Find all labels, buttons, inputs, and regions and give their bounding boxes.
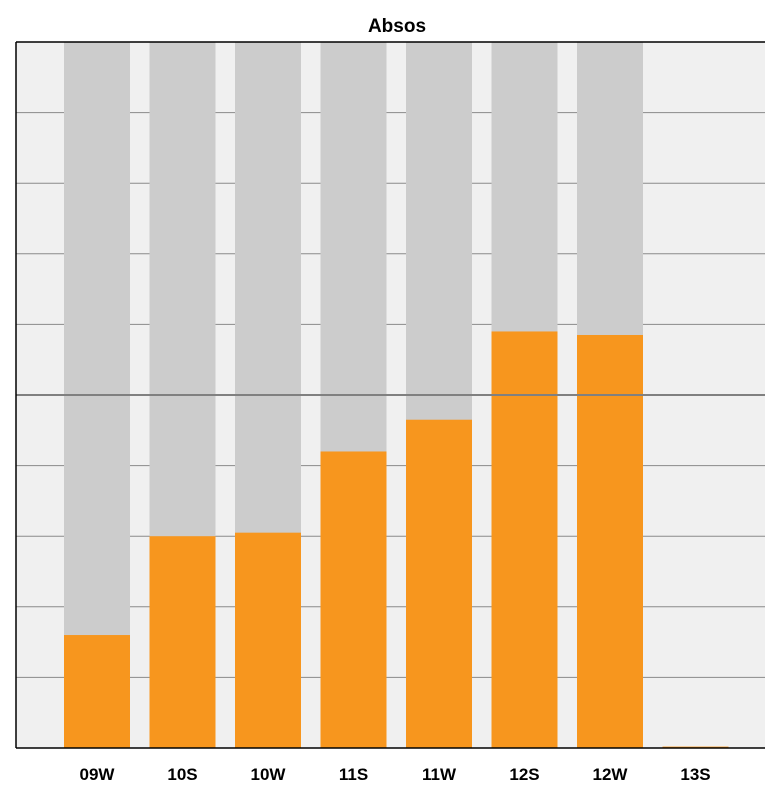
x-tick-label: 11W [422,765,457,784]
x-tick-label: 10W [251,765,287,784]
bar-10W [235,532,301,748]
x-tick-label: 13S [680,765,710,784]
x-tick-label: 09W [80,765,116,784]
bar-10S [149,536,216,748]
x-tick-label: 10S [167,765,197,784]
x-tick-label: 12W [593,765,629,784]
bar-09W [64,635,130,748]
bar-11W [406,419,472,748]
x-tick-label: 12S [509,765,539,784]
bar-11S [320,451,387,748]
bar-12W [577,334,643,748]
x-tick-label: 11S [339,765,368,784]
chart-title: Absos [368,16,426,37]
x-tick-labels: 09W 10S 10W 11S 11W 12S 12W 13S [80,765,711,784]
bar-12S [491,331,558,748]
